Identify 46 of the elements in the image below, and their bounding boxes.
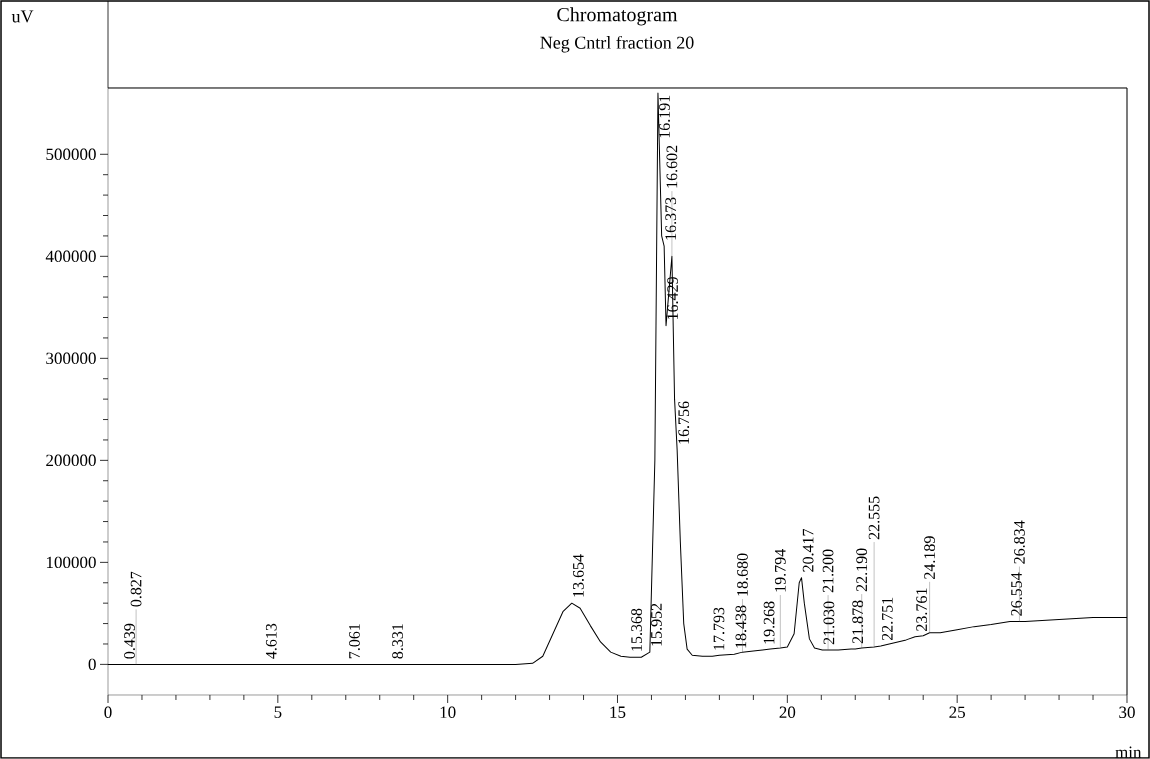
annotation: 4.613	[265, 623, 277, 659]
annotation: 13.654	[572, 554, 584, 597]
y-tick-label: 500000	[46, 148, 96, 161]
annotation: 22.751	[881, 597, 893, 641]
x-tick-label: 30	[1119, 706, 1135, 718]
annotation: 20.417	[802, 528, 814, 572]
annotation: 0.827	[130, 571, 142, 607]
x-tick-label: 0	[104, 706, 112, 718]
annotation: 21.030	[823, 601, 835, 645]
annotation: 16.602	[666, 145, 678, 188]
x-axis-title: min	[1115, 746, 1142, 758]
annotation: 0.439	[124, 623, 135, 659]
annotation: 18.438	[735, 605, 747, 648]
annotation: 18.680	[737, 553, 748, 596]
annotation: 16.191	[659, 95, 670, 138]
y-axis-title: uV	[11, 10, 34, 23]
annotation: 22.555	[868, 496, 880, 540]
annotation: 8.331	[392, 624, 404, 659]
x-tick-label: 20	[779, 706, 796, 718]
annotation: 15.368	[631, 608, 643, 651]
annotation: 26.834	[1014, 520, 1025, 564]
annotation: 19.268	[763, 601, 775, 644]
annotation: 19.794	[774, 549, 786, 592]
y-tick-label: 100000	[46, 556, 96, 569]
y-tick-label: 200000	[46, 454, 96, 467]
annotation: 15.952	[651, 603, 662, 646]
x-tick-label: 5	[274, 706, 282, 718]
annotation: 17.793	[713, 607, 725, 650]
chart-subtitle: Neg Cntrl fraction 20	[540, 35, 694, 53]
annotation: 22.190	[856, 548, 868, 592]
annotation: 16.373	[665, 197, 677, 240]
x-tick-label: 15	[610, 706, 626, 718]
annotation: 16.756	[678, 401, 690, 444]
x-tick-label: 10	[440, 706, 456, 718]
annotation: 7.061	[349, 624, 360, 659]
annotation: 26.554	[1011, 572, 1022, 616]
annotation: 21.878	[852, 600, 864, 644]
annotation: 24.189	[924, 536, 936, 579]
annotation: 21.200	[822, 549, 834, 593]
y-tick-label: 300000	[46, 352, 96, 365]
annotation: 23.761	[916, 588, 928, 631]
x-tick-label: 25	[949, 706, 965, 718]
annotation: 16.429	[667, 277, 679, 320]
y-tick-label: 400000	[45, 250, 96, 263]
y-tick-label: 0	[88, 658, 96, 671]
chart-title: Chromatogram	[557, 7, 678, 26]
